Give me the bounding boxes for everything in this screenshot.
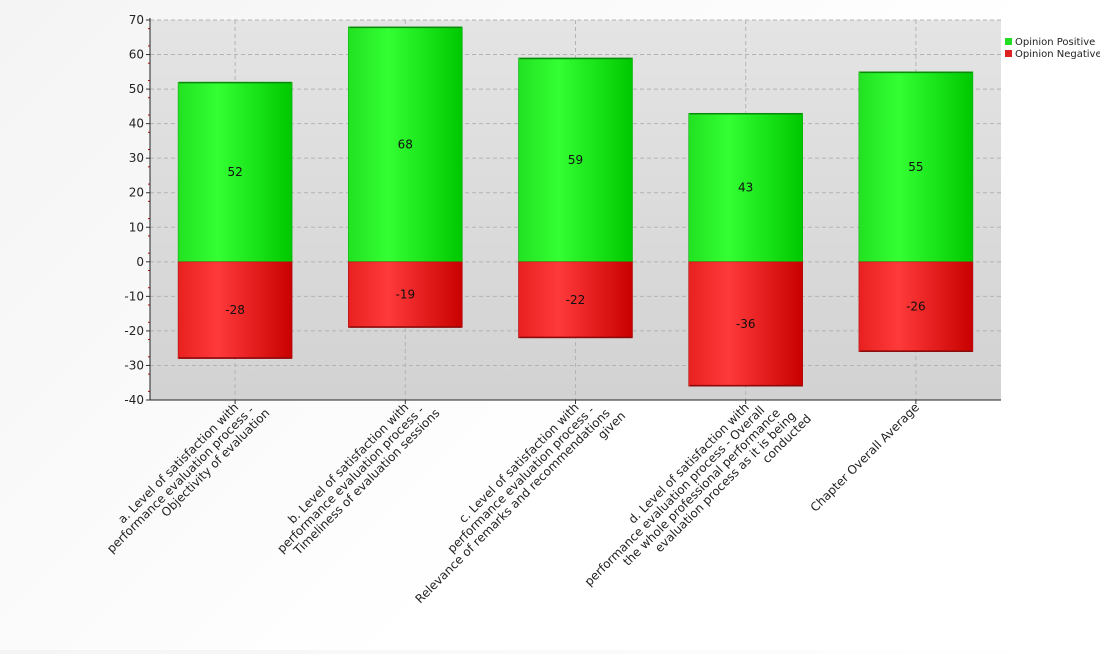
x-tick-label: Chapter Overall Average: [808, 400, 922, 514]
y-tick-label: 20: [129, 186, 144, 200]
bar-positive: [518, 57, 633, 263]
y-tick-label: -40: [124, 393, 144, 407]
category-label: a. Level of satisfaction withperformance…: [95, 387, 272, 564]
bar-positive: [347, 26, 463, 263]
category-label: d. Level of satisfaction withperformance…: [573, 375, 815, 617]
data-label: 59: [568, 153, 583, 167]
bar-negative: [518, 261, 633, 339]
bar-layer: [177, 26, 974, 387]
data-label: -22: [566, 293, 586, 307]
y-tick-label: 40: [129, 117, 144, 131]
x-tick-label: a. Level of satisfaction withperformance…: [95, 387, 272, 564]
bar-negative: [347, 261, 463, 328]
category-label-line: Relevance of remarks and recommendations: [413, 406, 613, 606]
y-tick-label: -20: [124, 324, 144, 338]
data-label: -26: [906, 300, 926, 314]
legend-label: Opinion Positive: [1015, 37, 1095, 48]
legend-label: Opinion Negative: [1015, 49, 1100, 60]
legend-swatch: [1005, 50, 1012, 57]
category-label-line: the whole professional performance: [620, 406, 783, 569]
bar-negative: [688, 261, 804, 387]
y-tick-label: -30: [124, 358, 144, 372]
y-tick-label: 30: [129, 151, 144, 165]
y-tick-label: 0: [136, 255, 144, 269]
axis-layer: 70 60 50 40 30 20 10 0 -10 -20 -30 -40: [124, 13, 1001, 407]
y-tick-label: 60: [129, 48, 144, 62]
y-tick-label: 10: [129, 220, 144, 234]
category-label-line: performance evaluation process -: [445, 403, 598, 556]
data-label: -28: [225, 303, 245, 317]
data-label: 68: [398, 137, 413, 151]
category-label-line: Chapter Overall Average: [808, 400, 922, 514]
bar-positive: [688, 112, 804, 263]
data-label: 52: [227, 165, 242, 179]
category-label-line: performance evaluation process -: [104, 403, 257, 556]
bar-positive: [858, 71, 974, 263]
category-label-line: performance evaluation process -: [274, 403, 427, 556]
x-tick-label: b. Level of satisfaction withperformance…: [265, 387, 442, 564]
category-label-line: Timeliness of evaluation sessions: [290, 406, 442, 558]
category-label: Chapter Overall Average: [808, 400, 922, 514]
data-label: 43: [738, 181, 753, 195]
category-label: b. Level of satisfaction withperformance…: [265, 387, 442, 564]
y-tick-label: 70: [129, 13, 144, 27]
data-label: -19: [395, 288, 415, 302]
bar-negative: [858, 261, 974, 352]
bar-positive: [177, 81, 293, 263]
data-label: -36: [736, 317, 756, 331]
y-tick-label: -10: [124, 289, 144, 303]
legend-swatch: [1005, 38, 1012, 45]
y-tick-label: 50: [129, 82, 144, 96]
data-label: 55: [908, 160, 923, 174]
x-tick-label: d. Level of satisfaction withperformance…: [573, 375, 815, 617]
